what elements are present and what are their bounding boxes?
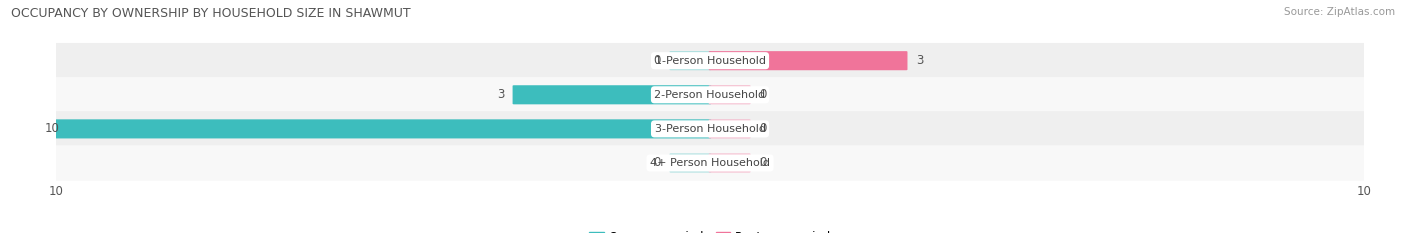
FancyBboxPatch shape	[513, 85, 711, 104]
Text: 1-Person Household: 1-Person Household	[655, 56, 765, 66]
Text: 0: 0	[654, 157, 661, 169]
FancyBboxPatch shape	[709, 51, 907, 70]
Legend: Owner-occupied, Renter-occupied: Owner-occupied, Renter-occupied	[585, 226, 835, 233]
Text: OCCUPANCY BY OWNERSHIP BY HOUSEHOLD SIZE IN SHAWMUT: OCCUPANCY BY OWNERSHIP BY HOUSEHOLD SIZE…	[11, 7, 411, 20]
FancyBboxPatch shape	[709, 119, 751, 138]
FancyBboxPatch shape	[55, 119, 711, 138]
Text: 2-Person Household: 2-Person Household	[654, 90, 766, 100]
Text: 3-Person Household: 3-Person Household	[655, 124, 765, 134]
Text: 10: 10	[45, 122, 59, 135]
FancyBboxPatch shape	[53, 77, 1367, 113]
FancyBboxPatch shape	[709, 85, 751, 104]
FancyBboxPatch shape	[669, 154, 711, 172]
Text: 0: 0	[759, 88, 766, 101]
FancyBboxPatch shape	[53, 43, 1367, 79]
FancyBboxPatch shape	[53, 111, 1367, 147]
FancyBboxPatch shape	[53, 145, 1367, 181]
FancyBboxPatch shape	[709, 154, 751, 172]
FancyBboxPatch shape	[669, 51, 711, 70]
Text: 0: 0	[759, 157, 766, 169]
Text: Source: ZipAtlas.com: Source: ZipAtlas.com	[1284, 7, 1395, 17]
Text: 0: 0	[654, 54, 661, 67]
Text: 0: 0	[759, 122, 766, 135]
Text: 4+ Person Household: 4+ Person Household	[650, 158, 770, 168]
Text: 3: 3	[915, 54, 924, 67]
Text: 3: 3	[496, 88, 505, 101]
